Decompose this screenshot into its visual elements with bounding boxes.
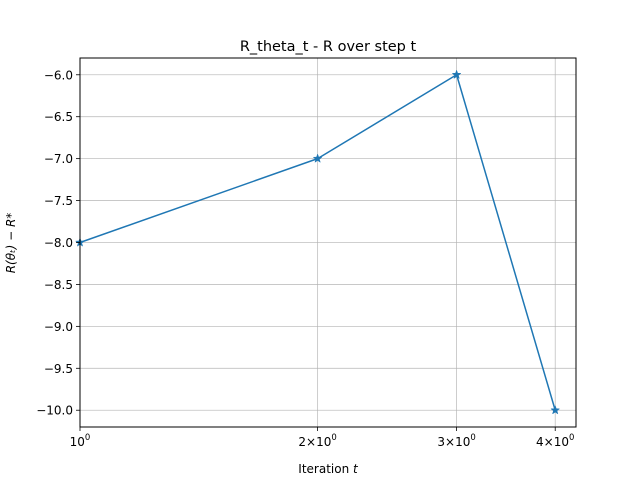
y-tick-label: −7.0: [44, 152, 73, 166]
y-tick-label: −6.0: [44, 68, 73, 82]
x-tick-exponent: 0: [85, 433, 90, 443]
y-tick-label: −10.0: [36, 404, 73, 418]
x-tick-mantissa: 3×: [437, 435, 455, 449]
x-tick-label: 2×100: [298, 433, 336, 449]
x-tick-base: 10: [455, 435, 470, 449]
x-axis-label: Iteration t: [298, 462, 359, 476]
x-axis-label-prefix: Iteration: [298, 462, 353, 476]
y-tick-label: −9.0: [44, 320, 73, 334]
series-line: [79, 74, 556, 411]
x-tick-base: 10: [70, 435, 85, 449]
chart-title: R_theta_t - R over step t: [240, 39, 417, 55]
x-tick-label: 3×100: [437, 433, 475, 449]
x-axis-label-var: t: [353, 462, 359, 476]
y-tick-label: −7.5: [44, 194, 73, 208]
data-point-star-marker: [451, 69, 462, 79]
grid-layer: [79, 58, 576, 427]
x-tick-label: 100: [70, 433, 91, 449]
x-tick-base: 10: [554, 435, 569, 449]
x-tick-exponent: 0: [569, 433, 574, 443]
x-tick-exponent: 0: [470, 433, 475, 443]
y-tick-label: −8.0: [44, 236, 73, 250]
x-tick-label: 4×100: [536, 433, 574, 449]
y-tick-label: −9.5: [44, 362, 73, 376]
x-axis-ticks: 100 2×100 3×100 4×100: [70, 427, 574, 449]
y-tick-label: −6.5: [44, 110, 73, 124]
x-tick-mantissa: 4×: [536, 435, 554, 449]
x-tick-mantissa: 2×: [298, 435, 316, 449]
y-axis-ticks: −6.0 −6.5 −7.0 −7.5 −8.0 −8.5 −9.0 −9.5 −10.0: [36, 68, 80, 418]
y-tick-label: −8.5: [44, 278, 73, 292]
y-axis-label: R(θₜ) − R*: [4, 213, 18, 274]
x-tick-exponent: 0: [331, 433, 336, 443]
x-tick-base: 10: [316, 435, 331, 449]
data-point-star-marker: [550, 405, 561, 415]
data-point-star-marker: [312, 153, 323, 163]
